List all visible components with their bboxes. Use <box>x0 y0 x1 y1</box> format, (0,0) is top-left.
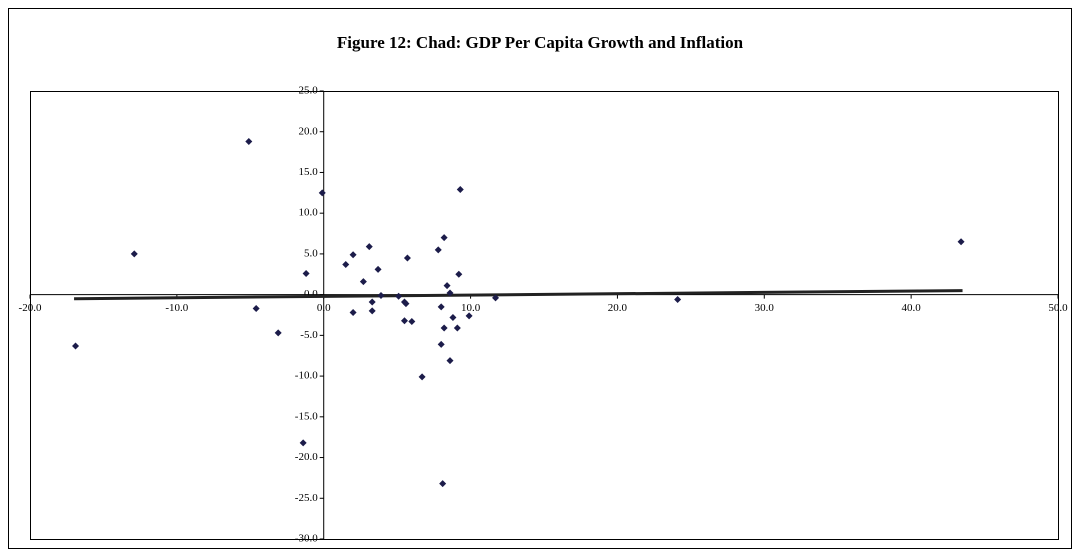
y-tick-label: 5.0 <box>304 247 318 259</box>
point <box>72 342 80 350</box>
point <box>408 318 416 326</box>
y-tick-label: 10.0 <box>298 207 318 219</box>
point <box>418 373 426 381</box>
chart-frame <box>8 8 1072 549</box>
point <box>402 300 410 308</box>
point <box>453 324 461 332</box>
point <box>349 309 357 317</box>
point <box>437 303 445 311</box>
point <box>440 324 448 332</box>
point <box>446 357 454 365</box>
y-tick-label: 0.0 <box>304 288 318 300</box>
point <box>377 291 385 299</box>
point <box>440 234 448 242</box>
point <box>449 313 457 321</box>
y-tick-label: -10.0 <box>295 370 318 382</box>
point <box>374 265 382 273</box>
point <box>130 250 138 258</box>
y-tick-label: -20.0 <box>295 451 318 463</box>
point <box>674 296 682 304</box>
point <box>302 269 310 277</box>
point <box>299 439 307 447</box>
x-tick-label: 20.0 <box>608 302 628 314</box>
y-tick-label: -15.0 <box>295 410 318 422</box>
point <box>434 246 442 254</box>
point <box>245 138 253 146</box>
point <box>342 260 350 268</box>
point <box>368 298 376 306</box>
point <box>368 307 376 315</box>
y-tick-label: -25.0 <box>295 492 318 504</box>
point <box>492 294 500 302</box>
chart-title: Figure 12: Chad: GDP Per Capita Growth a… <box>337 33 744 52</box>
x-tick-label: 0.0 <box>317 302 331 314</box>
point <box>359 278 367 286</box>
y-tick-label: -30.0 <box>295 533 318 545</box>
point <box>437 340 445 348</box>
y-tick-label: 20.0 <box>298 125 318 137</box>
point <box>439 480 447 488</box>
point <box>400 317 408 325</box>
x-tick-label: -10.0 <box>165 302 188 314</box>
x-tick-label: 30.0 <box>755 302 775 314</box>
point <box>957 238 965 246</box>
x-tick-label: 10.0 <box>461 302 481 314</box>
trend-line <box>74 289 963 301</box>
point <box>365 243 373 251</box>
point <box>403 254 411 262</box>
y-tick-label: 25.0 <box>298 85 318 97</box>
point <box>252 304 260 312</box>
plot-frame <box>30 91 1059 540</box>
point <box>274 329 282 337</box>
point <box>446 289 454 297</box>
y-tick-label: 15.0 <box>298 166 318 178</box>
point <box>465 312 473 320</box>
x-tick-label: 40.0 <box>902 302 922 314</box>
point <box>455 270 463 278</box>
point <box>443 282 451 290</box>
y-tick-label: -5.0 <box>300 329 318 341</box>
point <box>395 292 403 300</box>
point <box>318 189 326 197</box>
point <box>349 251 357 259</box>
x-tick-label: -20.0 <box>19 302 42 314</box>
x-tick-label: 50.0 <box>1048 302 1068 314</box>
point <box>456 186 464 194</box>
